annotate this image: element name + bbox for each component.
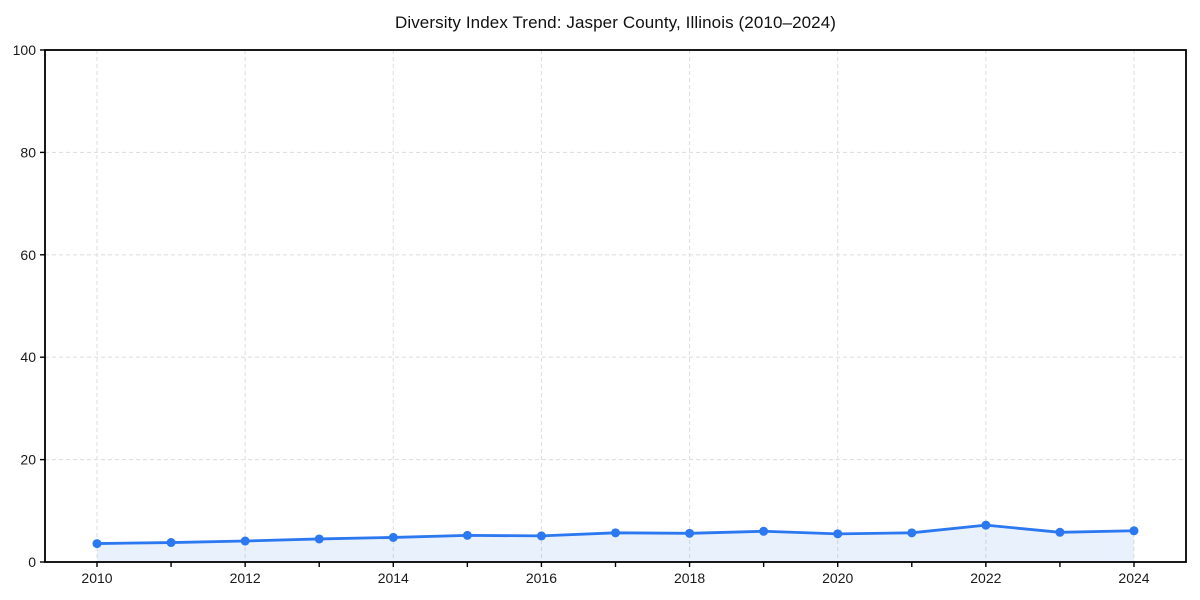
data-point-2010 [92,539,102,549]
data-point-2017 [611,528,620,538]
y-tick-label-60: 60 [20,247,36,263]
data-point-2019 [759,526,769,536]
x-tick-label-2010: 2010 [81,570,112,586]
data-point-2015 [462,530,472,540]
data-point-2013 [314,534,324,544]
x-tick-label-2012: 2012 [230,570,261,586]
x-tick-label-2022: 2022 [970,570,1001,586]
data-point-2023 [1055,527,1065,537]
chart-title: Diversity Index Trend: Jasper County, Il… [394,13,837,32]
data-point-2012 [240,536,250,546]
data-point-2016 [536,531,546,541]
y-tick-label-80: 80 [20,144,36,160]
plot-frame [44,49,1187,563]
y-tick-label-40: 40 [20,349,36,365]
data-point-2020 [833,529,843,539]
data-point-2018 [685,528,695,538]
data-point-2011 [166,538,176,548]
x-tick-label-2014: 2014 [378,570,409,586]
x-tick-label-2020: 2020 [822,570,853,586]
data-point-2014 [388,532,398,542]
data-point-2021 [907,528,917,538]
y-tick-label-100: 100 [13,42,37,58]
data-point-2024 [1129,526,1139,536]
x-tick-label-2018: 2018 [674,570,705,586]
x-tick-label-2016: 2016 [526,570,557,586]
x-tick-label-2024: 2024 [1118,570,1149,586]
y-tick-label-20: 20 [20,452,36,468]
data-point-2022 [981,520,991,530]
y-tick-label-0: 0 [28,554,36,570]
